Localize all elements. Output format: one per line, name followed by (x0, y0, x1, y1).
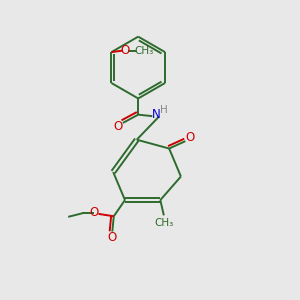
Text: CH₃: CH₃ (135, 46, 154, 56)
Text: N: N (152, 108, 161, 121)
Text: CH₃: CH₃ (155, 218, 174, 228)
Text: O: O (108, 231, 117, 244)
Text: O: O (120, 44, 130, 56)
Text: O: O (89, 206, 98, 219)
Text: O: O (185, 131, 194, 144)
Text: H: H (160, 105, 168, 115)
Text: O: O (114, 120, 123, 133)
